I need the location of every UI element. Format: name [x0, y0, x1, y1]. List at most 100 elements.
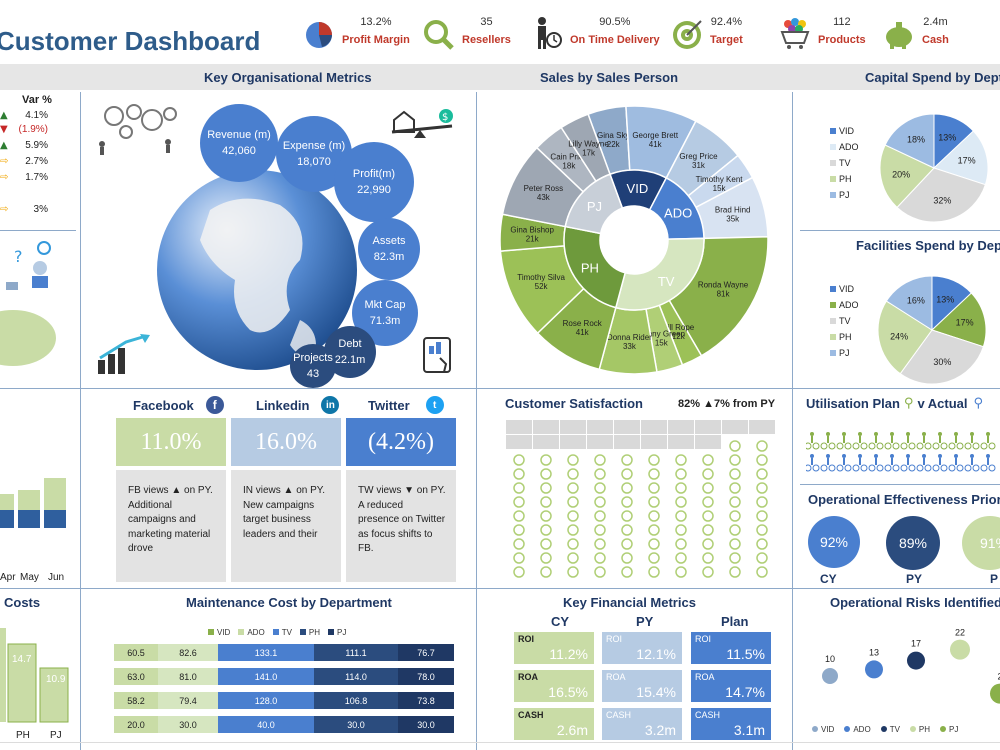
divider — [0, 230, 76, 231]
smiley-icon — [729, 454, 741, 466]
smiley-icon — [729, 440, 741, 452]
divider — [792, 92, 793, 750]
legend-swatch — [830, 144, 836, 150]
risk-value-label: 13 — [869, 647, 879, 657]
effectiveness-cy-circle: 92% — [808, 516, 860, 568]
social-name: Facebook — [133, 397, 194, 413]
financial-metric-cy: CASH 2.6m — [514, 708, 594, 740]
smiley-icon — [756, 538, 768, 550]
kpi-label: Profit Margin — [342, 34, 410, 46]
cyclist-icon — [820, 454, 836, 472]
financial-metric-label: ROA — [606, 672, 626, 682]
metric-value: 43 — [306, 368, 320, 380]
legend-swatch — [830, 350, 836, 356]
risk-bubble — [990, 683, 1000, 704]
legend-swatch — [830, 286, 836, 292]
maintenance-cell: 81.0 — [158, 668, 218, 685]
legend-label: PH — [918, 725, 931, 734]
satisfaction-cell — [722, 420, 748, 434]
maintenance-cell: 78.0 — [398, 668, 454, 685]
legend-item: TV — [830, 158, 859, 168]
satisfaction-cell — [587, 420, 613, 434]
clock-person-icon — [538, 17, 562, 49]
smiley-icon — [513, 524, 525, 536]
cyclist-icon — [820, 432, 836, 450]
twitter-icon[interactable]: t — [425, 396, 444, 414]
satisfaction-cell — [587, 435, 613, 449]
smiley-icon — [621, 454, 633, 466]
smiley-icon — [513, 496, 525, 508]
pie-slice — [933, 130, 989, 186]
month-label-apr: Apr — [0, 572, 16, 583]
smiley-icon — [540, 566, 552, 578]
smiley-icon — [675, 496, 687, 508]
satisfaction-cell — [560, 435, 586, 449]
sunburst-outer-label: Gina Sky 22k — [597, 131, 629, 149]
smiley-icon — [675, 468, 687, 480]
financial-metric-plan: CASH 3.1m — [691, 708, 771, 740]
smiley-icon — [540, 496, 552, 508]
maintenance-cell: 30.0 — [398, 716, 454, 733]
legend-swatch — [299, 629, 306, 635]
section-title-customer-satisfaction: Customer Satisfaction — [505, 396, 643, 411]
sunburst-outer-label: Timothy Kent 15k — [696, 175, 744, 193]
smiley-icon — [729, 524, 741, 536]
smiley-icon — [648, 510, 660, 522]
sunburst-inner-segment — [563, 225, 627, 309]
facilities-spend-pie: 13% 17% 30% 24% 16% — [877, 275, 987, 385]
financial-metric-label: ROA — [518, 672, 538, 682]
smiley-icon — [702, 566, 714, 578]
smiley-icon — [540, 454, 552, 466]
smiley-icon — [513, 468, 525, 480]
metric-value: 18,070 — [297, 156, 331, 168]
financial-metric-plan: ROI 11.5% — [691, 632, 771, 664]
maintenance-cell: 40.0 — [218, 716, 314, 733]
smiley-icon — [648, 482, 660, 494]
variance-value: 3% — [33, 204, 48, 215]
sunburst-outer-label: Donna Rider 33k — [607, 333, 652, 351]
twitter-value: (4.2%) — [346, 418, 456, 466]
linkedin-icon[interactable]: in — [321, 396, 340, 414]
cyclist-icon — [964, 432, 980, 450]
financial-metric-py: ROI 12.1% — [602, 632, 682, 664]
pie-slice — [896, 167, 986, 223]
effectiveness-plan-label: P — [990, 572, 999, 586]
smiley-icon — [594, 482, 606, 494]
legend-item: ADO — [830, 142, 859, 152]
maintenance-cell: 73.8 — [398, 692, 454, 709]
pie-label: 32% — [933, 195, 951, 205]
metric-bubble-revenue: Revenue (m) 42,060 — [200, 104, 278, 182]
scale-money-icon: $ — [391, 109, 453, 138]
kpi-label: Target — [710, 34, 743, 46]
sunburst-inner-segment — [614, 237, 705, 311]
smiley-icon — [702, 454, 714, 466]
variance-value: (1.9%) — [18, 124, 48, 135]
month-label-jun: Jun — [48, 572, 65, 583]
utilisation-icons — [806, 432, 996, 472]
right-arrow-icon: ⇨ — [0, 204, 9, 215]
legend-swatch — [844, 726, 851, 732]
legend-item: PJ — [830, 348, 859, 358]
financial-metric-value: 15.4% — [636, 684, 676, 700]
risk-legend: VID ADO TV PH PJ — [812, 725, 958, 734]
piggy-bank-icon — [886, 22, 912, 49]
metric-label: Debt — [338, 337, 362, 350]
smiley-icon — [513, 552, 525, 564]
smiley-icon — [648, 538, 660, 550]
kpi-value: 13.2% — [360, 16, 392, 28]
sunburst-outer-label: Rose Rock 41k — [563, 319, 603, 337]
cyclist-icon — [948, 454, 964, 472]
facebook-icon[interactable]: f — [205, 396, 224, 414]
metric-value: 71.3m — [369, 315, 401, 327]
tablet-chart-icon — [423, 337, 451, 373]
kpi-on-time-delivery: 90.5% On Time Delivery — [530, 16, 660, 50]
smiley-icon — [594, 566, 606, 578]
legend-item: VID — [812, 725, 834, 734]
social-facebook-header: Facebook f — [133, 396, 224, 414]
legend-label: PJ — [949, 725, 959, 734]
kpi-value: 2.4m — [923, 16, 948, 28]
kpi-resellers: 35 Resellers — [422, 16, 511, 50]
smiley-icon — [729, 552, 741, 564]
cyclist-icon — [868, 454, 884, 472]
variance-value: 1.7% — [25, 172, 48, 183]
